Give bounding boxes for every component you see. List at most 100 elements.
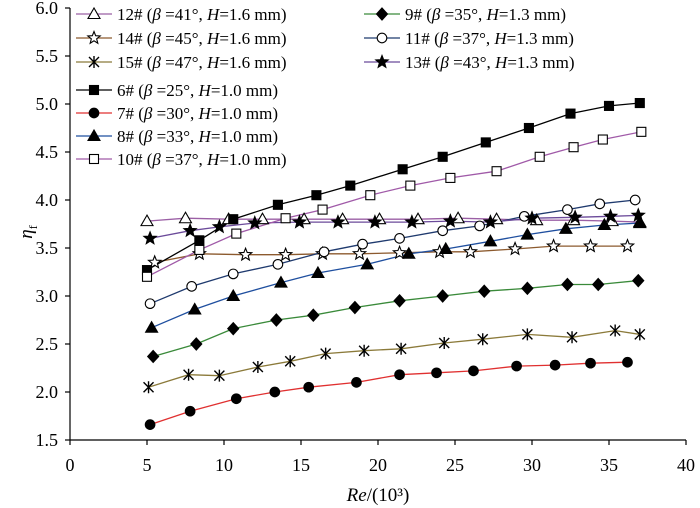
series-6-point — [634, 97, 645, 109]
legend-label-10: 10# (β =37°, H=1.0 mm) — [117, 150, 287, 169]
series-11-point — [357, 238, 368, 250]
series-13-point — [367, 214, 383, 229]
series-8-point — [438, 241, 453, 255]
series-10-point — [636, 126, 647, 137]
y-tick-label: 2.5 — [36, 334, 59, 354]
legend-item-9: 9# (β =35°, H=1.3 mm) — [364, 5, 566, 24]
series-10-point — [317, 204, 328, 215]
series-15-point — [252, 361, 264, 374]
series-9-point — [632, 273, 645, 288]
series-6-point — [565, 108, 576, 119]
series-8-point — [632, 215, 647, 229]
series-13-point — [247, 215, 263, 230]
series-15-point — [521, 328, 533, 341]
series-13-point — [524, 210, 540, 225]
x-tick-label: 15 — [292, 455, 310, 475]
series-7-point — [511, 360, 522, 372]
series-9-point — [270, 313, 283, 327]
series-9-point — [478, 284, 491, 299]
series-11-point — [437, 225, 449, 237]
series-13-point — [142, 230, 158, 245]
series-15-point — [438, 337, 450, 350]
series-14-point — [507, 240, 523, 256]
series-9-point — [591, 277, 605, 292]
series-8-point — [274, 275, 288, 288]
series-13-point — [330, 214, 346, 229]
series-11-point — [594, 198, 606, 210]
series-7-point — [144, 419, 156, 430]
series-14-point — [351, 245, 368, 261]
series-10-point — [597, 134, 608, 145]
legend-label-8: 8# (β =33°, H=1.0 mm) — [117, 127, 278, 146]
series-14-point — [582, 238, 599, 253]
series-6-point — [523, 122, 534, 134]
x-tick-label: 25 — [446, 455, 464, 475]
legend-marker-13 — [374, 53, 390, 69]
series-9-line — [153, 279, 639, 358]
series-11-point — [227, 268, 239, 280]
series-14-point — [619, 238, 636, 253]
series-6-point — [272, 199, 283, 210]
series-9-point — [561, 277, 574, 292]
legend-marker-12 — [87, 6, 101, 20]
x-tick-label: 40 — [677, 455, 695, 475]
legend-item-13: 13# (β =43°, H=1.3 mm) — [364, 53, 575, 72]
y-tick-label: 5.5 — [36, 46, 59, 66]
legend-label-7: 7# (β =30°, H=1.0 mm) — [117, 104, 278, 123]
legend-item-11: 11# (β =37°, H=1.3 mm) — [364, 29, 574, 48]
legend-label-14: 14# (β =45°, H=1.6 mm) — [117, 29, 287, 48]
series-6-point — [311, 190, 322, 201]
series-15-point — [609, 324, 621, 337]
series-7-point — [394, 369, 405, 381]
series-14-point — [462, 243, 479, 259]
legend-label-9: 9# (β =35°, H=1.3 mm) — [405, 5, 566, 24]
series-7-point — [431, 367, 442, 379]
legend-marker-14 — [86, 29, 102, 45]
series-8-point — [558, 221, 573, 234]
series-11-point — [562, 204, 573, 215]
series-8-point — [187, 302, 202, 315]
series-8-point — [597, 217, 612, 231]
series-10-point — [405, 180, 416, 191]
series-14-point — [237, 246, 254, 262]
axes: 0 5 10 15 20 25 30 35 40 1.5 2.0 2.5 3.0 3.5 4.0 4.5 5.0… — [36, 0, 696, 475]
series-13-point — [291, 214, 308, 229]
series-7-point — [468, 365, 479, 377]
y-tick-label: 6.0 — [36, 0, 59, 18]
series-6-point — [194, 235, 205, 246]
series-14-point — [147, 254, 163, 269]
series-14-point — [277, 246, 294, 262]
series-6-point — [397, 164, 408, 175]
legend: 12# (β =41°, H=1.6 mm) 9# (β =35°, H=1.3 … — [76, 5, 575, 169]
series-8-point — [483, 234, 498, 247]
series-8-point — [226, 288, 241, 302]
series-10-point — [194, 244, 205, 255]
series-13-point — [442, 213, 459, 228]
series-11-point — [394, 233, 405, 244]
series-9-point — [521, 281, 534, 296]
series-11-point — [144, 298, 156, 310]
legend-item-12: 12# (β =41°, H=1.6 mm) — [76, 5, 287, 24]
series-15-point — [395, 342, 407, 355]
series-9-point — [348, 300, 362, 315]
series-9-point — [307, 308, 320, 323]
x-tick-label: 35 — [600, 455, 618, 475]
series-8-point — [144, 320, 159, 333]
series-8-point — [310, 265, 325, 279]
series-10-point — [534, 151, 545, 162]
series-7-point — [230, 393, 242, 405]
series-10-point — [365, 190, 376, 201]
series-9-point — [393, 293, 406, 308]
series-15-point — [320, 347, 332, 360]
series-14-point — [391, 244, 408, 260]
legend-label-15: 15# (β =47°, H=1.6 mm) — [117, 53, 287, 72]
series-15-line — [148, 329, 640, 388]
series-7-point — [303, 381, 315, 393]
legend-marker-9 — [375, 7, 389, 21]
series-12-point — [178, 211, 193, 224]
legend-marker-15 — [88, 56, 100, 68]
series-6-point — [228, 214, 239, 225]
series-7-point — [585, 357, 596, 369]
series-7-point — [269, 386, 281, 398]
